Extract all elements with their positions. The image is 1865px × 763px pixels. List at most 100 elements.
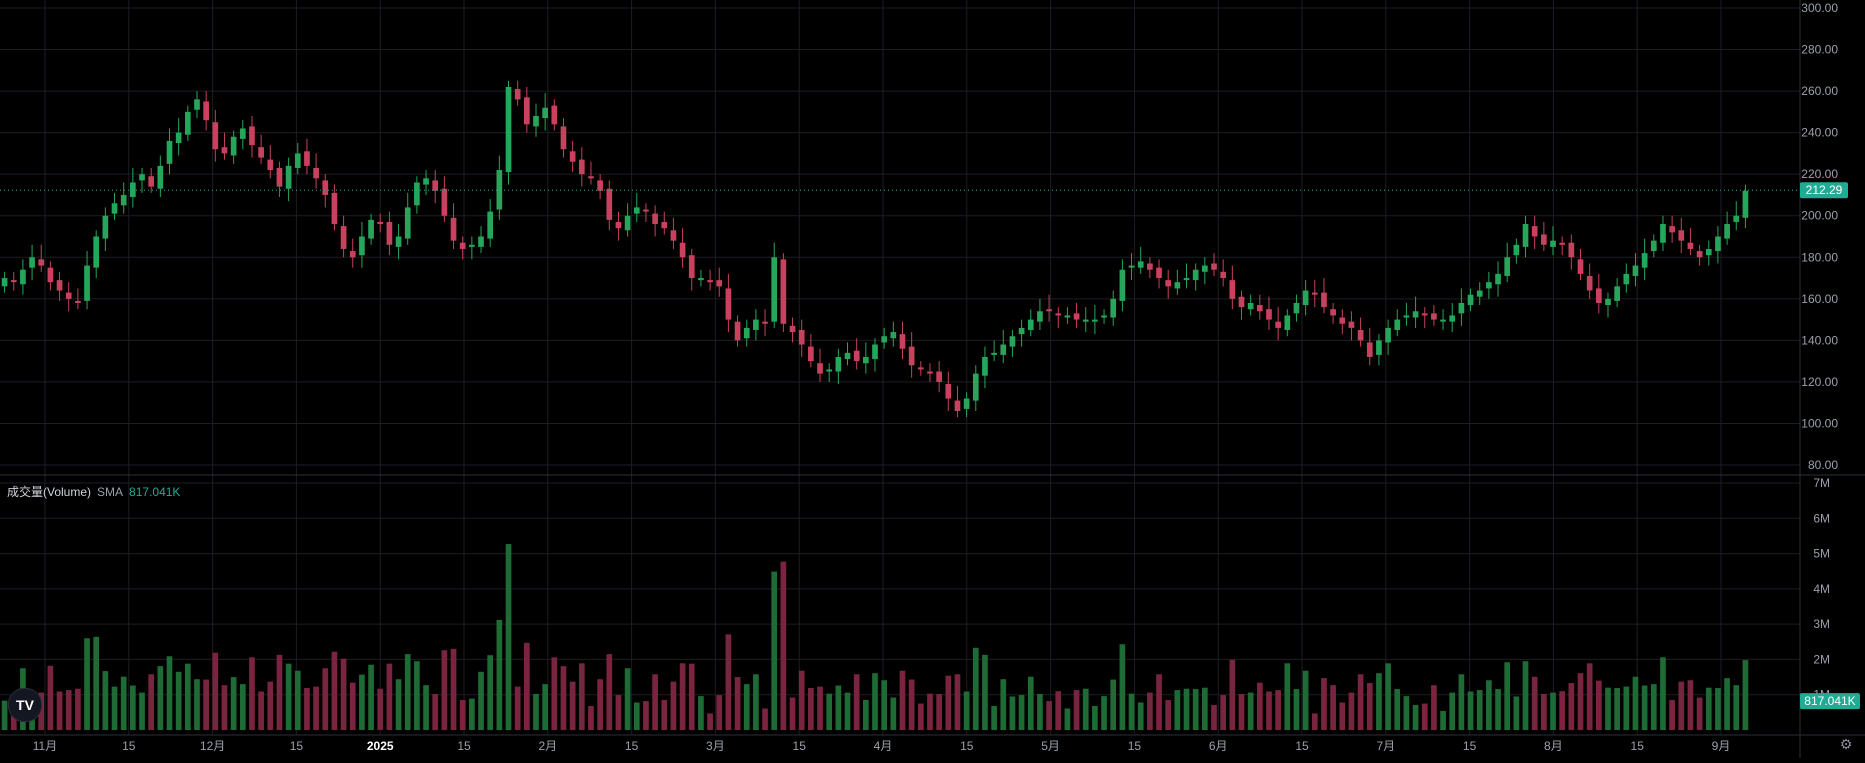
volume-bar [239, 684, 246, 730]
candle-body [1092, 319, 1098, 322]
volume-bar [1147, 692, 1153, 730]
candle-body [597, 180, 603, 191]
candle-body [469, 244, 475, 247]
volume-bar [404, 654, 411, 730]
time-tick-label: 7月 [1376, 739, 1395, 753]
tradingview-logo-icon[interactable]: TV [8, 688, 42, 722]
candle-body [285, 165, 292, 189]
volume-bar [1, 700, 8, 730]
volume-bar [1266, 691, 1272, 730]
candle-body [166, 140, 173, 164]
candle-body [1376, 340, 1382, 355]
volume-bar [469, 698, 475, 730]
volume-bar [166, 656, 173, 730]
volume-bar [340, 658, 347, 730]
gear-icon[interactable]: ⚙ [1839, 736, 1853, 752]
volume-bar [826, 693, 833, 730]
time-tick-label: 9月 [1712, 739, 1731, 753]
candle-body [1321, 292, 1327, 308]
volume-bar [194, 679, 200, 730]
volume-bar [881, 680, 888, 730]
price-tick-label: 80.00 [1808, 458, 1838, 472]
candle-body [707, 280, 713, 283]
volume-bar [249, 657, 255, 730]
candle-body [1440, 319, 1446, 322]
volume-bar [1513, 696, 1520, 730]
candle-body [853, 350, 860, 362]
volume-bar [1211, 704, 1217, 730]
candle-body [1064, 315, 1071, 318]
candle-body [890, 332, 897, 339]
volume-bar [743, 684, 750, 730]
volume-bar [1256, 682, 1263, 730]
candle-body [1559, 242, 1566, 245]
volume-legend[interactable]: 成交量(Volume) SMA 817.041K [7, 483, 180, 500]
volume-bar [523, 642, 530, 730]
candle-body [881, 336, 888, 343]
price-tick-label: 160.00 [1801, 292, 1838, 306]
candle-body [1733, 215, 1740, 222]
volume-bar [38, 692, 45, 730]
candle-body [670, 230, 677, 241]
candle-body [523, 97, 530, 125]
candle-body [1632, 265, 1639, 276]
price-tick-label: 280.00 [1801, 43, 1838, 57]
price-tick-label: 200.00 [1801, 209, 1838, 223]
candle-body [414, 182, 420, 206]
candle-body [441, 188, 448, 216]
volume-bar [633, 702, 640, 730]
grid-layer [0, 0, 1800, 735]
candle-body [991, 352, 997, 355]
volume-bar [377, 688, 384, 730]
candle-layer [1, 80, 1749, 418]
candle-body [84, 265, 90, 301]
candle-body [194, 99, 200, 110]
volume-tick-label: 3M [1813, 617, 1830, 631]
volume-bar [789, 697, 796, 730]
volume-bar [230, 677, 237, 730]
volume-bar [725, 634, 732, 730]
volume-bar [1449, 692, 1456, 730]
volume-bar [945, 675, 952, 730]
volume-bar [1046, 701, 1052, 730]
volume-bar [817, 686, 823, 730]
candle-body [1192, 269, 1199, 281]
volume-bar [56, 691, 63, 730]
candle-body [139, 174, 145, 181]
candle-body [1669, 226, 1675, 233]
candle-body [533, 116, 539, 127]
volume-bar [294, 670, 301, 730]
volume-bar [1037, 694, 1043, 730]
candle-body [817, 363, 823, 374]
price-tick-label: 240.00 [1801, 126, 1838, 140]
candle-body [1339, 317, 1346, 324]
time-tick-label: 15 [960, 739, 974, 753]
candle-body [1705, 248, 1712, 256]
volume-bar [432, 694, 439, 730]
candle-body [203, 101, 209, 121]
volume-bar [1486, 680, 1492, 730]
time-tick-label: 4月 [874, 739, 893, 753]
time-tick-label: 3月 [706, 739, 725, 753]
volume-bar [1092, 706, 1098, 730]
candle-body [1110, 298, 1117, 318]
candle-body [844, 352, 851, 360]
candle-body [29, 257, 35, 268]
time-tick-label: 15 [1128, 739, 1142, 753]
volume-legend-title: 成交量(Volume) [7, 485, 92, 499]
volume-bar [862, 700, 869, 730]
time-tick-label: 15 [122, 739, 136, 753]
candle-body [1027, 319, 1034, 330]
volume-bar [533, 694, 539, 730]
time-tick-label: 5月 [1041, 739, 1060, 753]
price-tick-label: 300.00 [1801, 1, 1838, 15]
candle-body [1476, 290, 1483, 297]
candle-body [1568, 242, 1575, 258]
candle-body [1586, 275, 1593, 291]
candle-body [661, 221, 668, 229]
volume-bar [560, 666, 567, 730]
candle-body [1202, 265, 1208, 272]
volume-bar [1119, 644, 1126, 730]
